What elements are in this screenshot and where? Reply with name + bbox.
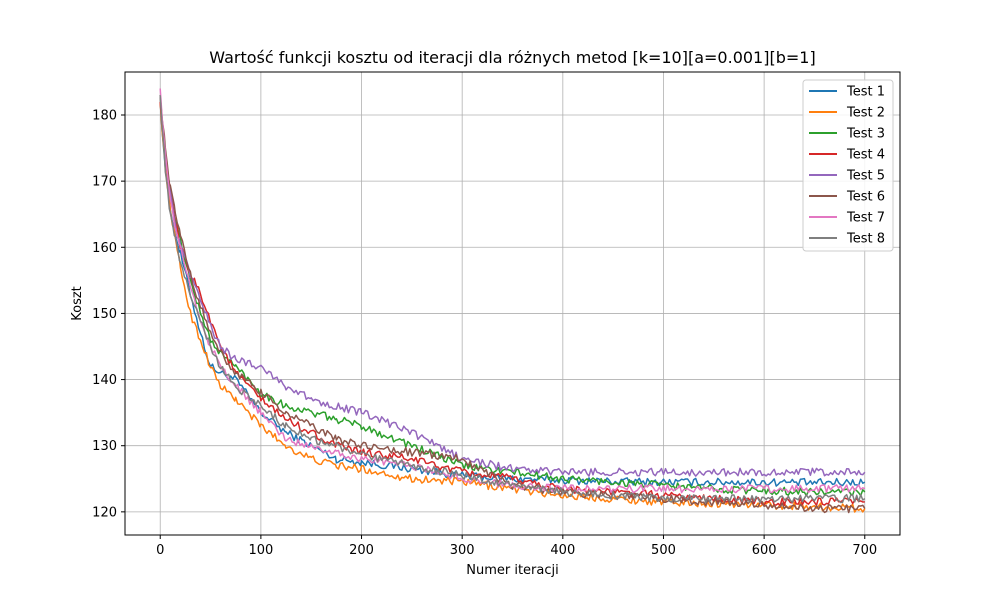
x-tick-label: 700 [852, 543, 877, 558]
series-line-8 [159, 95, 866, 504]
y-tick-label: 140 [92, 373, 117, 388]
series-line-5 [159, 95, 866, 477]
legend-label-4: Test 4 [846, 148, 885, 163]
legend-label-3: Test 3 [846, 127, 885, 142]
x-axis: 0 100 200 300 400 500 600 700 [156, 535, 877, 558]
x-tick-label: 200 [349, 543, 374, 558]
legend-label-2: Test 2 [846, 106, 885, 121]
legend-box [802, 79, 894, 252]
series-line-7 [159, 88, 866, 494]
y-tick-label: 150 [92, 307, 117, 322]
x-tick-label: 100 [248, 543, 273, 558]
x-tick-label: 600 [752, 543, 777, 558]
y-tick-label: 160 [92, 241, 117, 256]
y-tick-label: 170 [92, 175, 117, 190]
legend-label-6: Test 6 [846, 190, 885, 205]
y-tick-label: 180 [92, 108, 117, 123]
chart-title: Wartość funkcji kosztu od iteracji dla r… [209, 48, 815, 67]
plot-frame [124, 71, 901, 536]
series-layer [159, 88, 866, 514]
y-tick-label: 130 [92, 439, 117, 454]
x-tick-label: 0 [156, 543, 164, 558]
legend-label-7: Test 7 [846, 211, 885, 226]
legend-label-8: Test 8 [846, 232, 885, 247]
legend-label-5: Test 5 [846, 169, 885, 184]
legend-label-1: Test 1 [846, 85, 885, 100]
y-tick-label: 120 [92, 505, 117, 520]
x-axis-title: Numer iteracji [466, 563, 559, 578]
x-tick-label: 400 [550, 543, 575, 558]
legend: Test 1 Test 2 Test 3 Test 4 Test 5 Test 6 Test… [802, 79, 894, 252]
x-tick-label: 300 [450, 543, 475, 558]
y-axis: 120 130 140 150 160 170 180 [92, 108, 125, 520]
x-tick-label: 500 [651, 543, 676, 558]
y-axis-title: Koszt [70, 286, 85, 321]
